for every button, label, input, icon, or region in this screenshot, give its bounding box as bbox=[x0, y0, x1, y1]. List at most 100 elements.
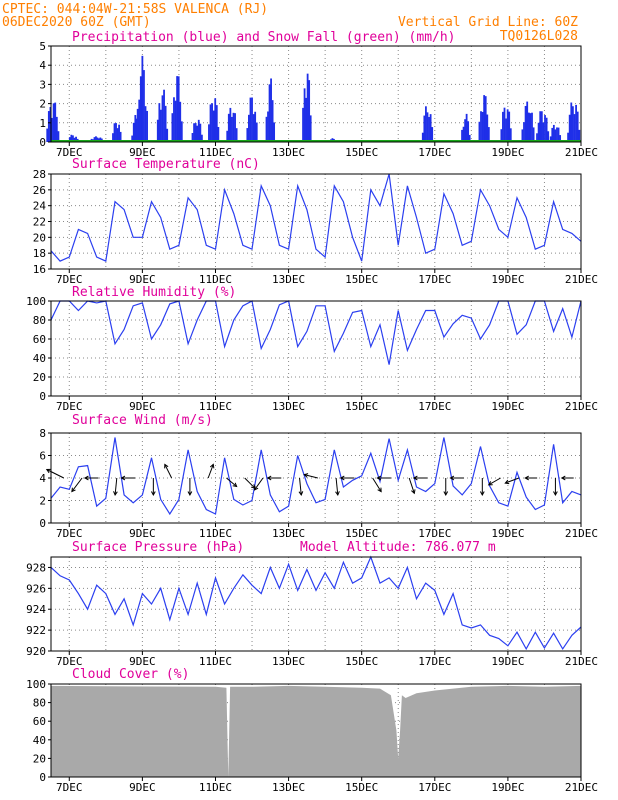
precip-bar bbox=[68, 137, 71, 142]
precip-bar bbox=[251, 97, 253, 142]
precip-bar bbox=[309, 115, 312, 142]
wind-arrow-head bbox=[504, 479, 510, 485]
precip-bar bbox=[537, 122, 540, 142]
pressure-line bbox=[50, 555, 582, 651]
precip-bar bbox=[112, 133, 114, 142]
wind-arrow-head bbox=[560, 475, 566, 481]
precip-bar bbox=[305, 97, 308, 142]
wind-arrow bbox=[226, 477, 237, 487]
precip-bar bbox=[132, 122, 135, 142]
precip-bar bbox=[180, 121, 183, 142]
precip-bar bbox=[47, 111, 50, 142]
precip-bar bbox=[158, 103, 161, 142]
humidity-title: Relative Humidity (%) bbox=[72, 285, 236, 300]
precip-bar bbox=[506, 109, 509, 142]
precip-bar bbox=[487, 127, 490, 142]
precip-bar bbox=[211, 103, 213, 142]
header-grid-note: Vertical Grid Line: 60Z bbox=[398, 15, 578, 30]
precip-bar bbox=[118, 124, 120, 142]
precip-bar bbox=[303, 88, 306, 142]
wind-title: Surface Wind (m/s) bbox=[72, 413, 213, 428]
precip-bar bbox=[176, 76, 179, 142]
temperature-panel: Surface Temperature (nC) 16 18 20 22 24 26 28 7D… bbox=[33, 157, 598, 286]
precipitation-panel: Precipitation (blue) and Snow Fall (gree… bbox=[39, 30, 598, 159]
precip-bar bbox=[527, 112, 530, 142]
precip-bar bbox=[215, 105, 218, 142]
humidity-xtick-label: 15DEC bbox=[345, 400, 378, 413]
precipitation-xtick-label: 13DEC bbox=[272, 146, 305, 159]
precip-bar bbox=[143, 70, 145, 142]
precip-bar bbox=[254, 111, 257, 142]
precipitation-ytick-label: 0 bbox=[39, 136, 46, 149]
precip-bar bbox=[235, 128, 238, 142]
precipitation-xtick-label: 11DEC bbox=[199, 146, 232, 159]
wind-ytick-label: 4 bbox=[39, 472, 46, 485]
humidity-ytick-label: 80 bbox=[33, 314, 46, 327]
temperature-xtick-label: 11DEC bbox=[199, 273, 232, 286]
precip-bar bbox=[509, 128, 512, 142]
precip-bar bbox=[462, 126, 465, 142]
precip-bar bbox=[227, 113, 230, 142]
wind-arrow-head bbox=[487, 481, 493, 486]
pressure-xtick-label: 9DEC bbox=[129, 655, 156, 668]
wind-arrow bbox=[505, 477, 520, 484]
humidity-ytick-label: 100 bbox=[26, 295, 46, 308]
wind-xtick-label: 21DEC bbox=[565, 527, 598, 540]
humidity-xtick-label: 9DEC bbox=[129, 400, 156, 413]
precip-bar bbox=[532, 127, 535, 142]
precip-bar bbox=[267, 111, 269, 142]
precip-bar bbox=[93, 137, 96, 142]
temperature-ytick-label: 24 bbox=[33, 200, 47, 213]
pressure-subtitle: Model Altitude: 786.077 m bbox=[300, 540, 496, 555]
precip-bar bbox=[52, 103, 55, 142]
precipitation-title: Precipitation (blue) and Snow Fall (gree… bbox=[72, 30, 456, 45]
wind-xtick-label: 7DEC bbox=[56, 527, 83, 540]
precip-bar bbox=[51, 117, 53, 142]
precipitation-ytick-label: 5 bbox=[39, 40, 46, 53]
precip-bar bbox=[529, 113, 532, 142]
precip-bar bbox=[502, 111, 504, 142]
precip-bar bbox=[174, 100, 177, 142]
wind-arrow-head bbox=[553, 491, 558, 497]
wind-arrow-head bbox=[298, 491, 304, 497]
precip-bar bbox=[139, 76, 142, 142]
pressure-xtick-label: 7DEC bbox=[56, 655, 83, 668]
precipitation-ytick-label: 1 bbox=[39, 117, 46, 130]
precipitation-ytick-label: 4 bbox=[39, 59, 46, 72]
precip-bar bbox=[70, 134, 73, 142]
precip-bar bbox=[75, 136, 77, 142]
precip-bar bbox=[464, 119, 467, 142]
precip-bar bbox=[524, 105, 527, 142]
pressure-xtick-label: 13DEC bbox=[272, 655, 305, 668]
precip-bar bbox=[484, 96, 487, 142]
header-run: 06DEC2020 60Z (GMT) bbox=[2, 15, 151, 30]
precip-bar bbox=[95, 136, 97, 142]
header-station: CPTEC: 044:04W-21:58S VALENCA (RJ) bbox=[2, 2, 268, 17]
precip-bar bbox=[141, 55, 144, 142]
precip-bar bbox=[212, 110, 215, 142]
precip-bar bbox=[552, 124, 555, 142]
cloud-cover-ytick-label: 80 bbox=[33, 697, 46, 710]
precip-bar bbox=[268, 84, 271, 142]
precip-bar bbox=[116, 128, 119, 142]
cloud-cover-area bbox=[51, 685, 581, 777]
precip-bar bbox=[526, 101, 529, 142]
pressure-xtick-label: 11DEC bbox=[199, 655, 232, 668]
wind-arrow-head bbox=[150, 491, 156, 497]
precip-bar bbox=[164, 105, 167, 142]
precip-bar bbox=[265, 116, 268, 142]
precip-bar bbox=[208, 124, 210, 142]
precip-bar bbox=[500, 129, 503, 142]
precip-bar bbox=[173, 97, 175, 142]
humidity-ytick-label: 20 bbox=[33, 371, 46, 384]
wind-arrow-head bbox=[412, 475, 418, 481]
precip-bar bbox=[160, 109, 162, 142]
precip-bar bbox=[539, 111, 542, 142]
precip-bar bbox=[146, 110, 148, 142]
precip-bar bbox=[271, 100, 274, 142]
wind-arrow-head bbox=[113, 491, 118, 497]
wind-arrow bbox=[304, 474, 318, 479]
wind-arrow-head bbox=[45, 468, 51, 474]
cloud-cover-title: Cloud Cover (%) bbox=[72, 667, 189, 682]
precip-bar bbox=[73, 137, 76, 142]
